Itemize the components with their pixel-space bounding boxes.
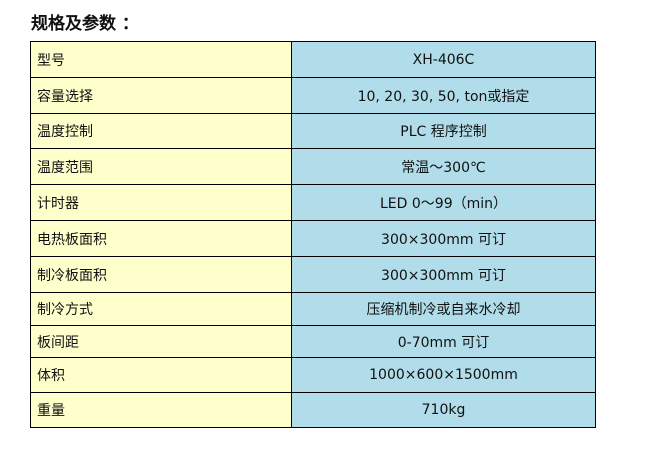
spec-label: 电热板面积 (30, 220, 292, 257)
spec-value: 常温～300℃ (291, 148, 596, 185)
spec-label: 制冷板面积 (30, 256, 292, 293)
spec-label: 容量选择 (30, 77, 292, 114)
spec-label: 温度控制 (30, 113, 292, 149)
spec-label: 重量 (30, 392, 292, 428)
spec-table: 型号 XH-406C 容量选择 10, 20, 30, 50, ton或指定 温度控制 P… (30, 41, 596, 428)
table-row: 体积 1000×600×1500mm (30, 357, 596, 393)
spec-value: LED 0～99（min） (291, 184, 596, 221)
table-row: 容量选择 10, 20, 30, 50, ton或指定 (30, 77, 596, 114)
spec-value: 压缩机制冷或自来水冷却 (291, 292, 596, 326)
spec-label: 体积 (30, 357, 292, 393)
table-row: 温度范围 常温～300℃ (30, 148, 596, 185)
table-row: 电热板面积 300×300mm 可订 (30, 220, 596, 257)
table-row: 制冷方式 压缩机制冷或自来水冷却 (30, 292, 596, 326)
table-row: 计时器 LED 0～99（min） (30, 184, 596, 221)
spec-label: 型号 (30, 41, 292, 78)
table-row: 温度控制 PLC 程序控制 (30, 113, 596, 149)
spec-label: 板间距 (30, 325, 292, 358)
spec-value: 300×300mm 可订 (291, 220, 596, 257)
table-row: 板间距 0-70mm 可订 (30, 325, 596, 358)
table-row: 重量 710kg (30, 392, 596, 428)
spec-value: 710kg (291, 392, 596, 428)
spec-label: 计时器 (30, 184, 292, 221)
spec-value: XH-406C (291, 41, 596, 78)
table-row: 型号 XH-406C (30, 41, 596, 78)
table-row: 制冷板面积 300×300mm 可订 (30, 256, 596, 293)
spec-value: PLC 程序控制 (291, 113, 596, 149)
spec-label: 温度范围 (30, 148, 292, 185)
spec-value: 1000×600×1500mm (291, 357, 596, 393)
spec-label: 制冷方式 (30, 292, 292, 326)
spec-value: 10, 20, 30, 50, ton或指定 (291, 77, 596, 114)
spec-value: 300×300mm 可订 (291, 256, 596, 293)
section-title: 规格及参数 ： (31, 14, 139, 34)
spec-value: 0-70mm 可订 (291, 325, 596, 358)
